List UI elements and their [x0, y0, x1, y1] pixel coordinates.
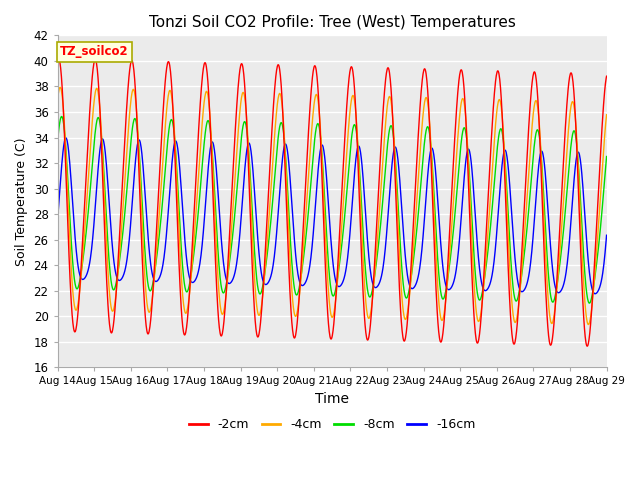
Title: Tonzi Soil CO2 Profile: Tree (West) Temperatures: Tonzi Soil CO2 Profile: Tree (West) Temp… [148, 15, 515, 30]
Text: TZ_soilco2: TZ_soilco2 [60, 45, 129, 58]
Y-axis label: Soil Temperature (C): Soil Temperature (C) [15, 137, 28, 265]
Legend: -2cm, -4cm, -8cm, -16cm: -2cm, -4cm, -8cm, -16cm [184, 413, 481, 436]
X-axis label: Time: Time [315, 392, 349, 406]
